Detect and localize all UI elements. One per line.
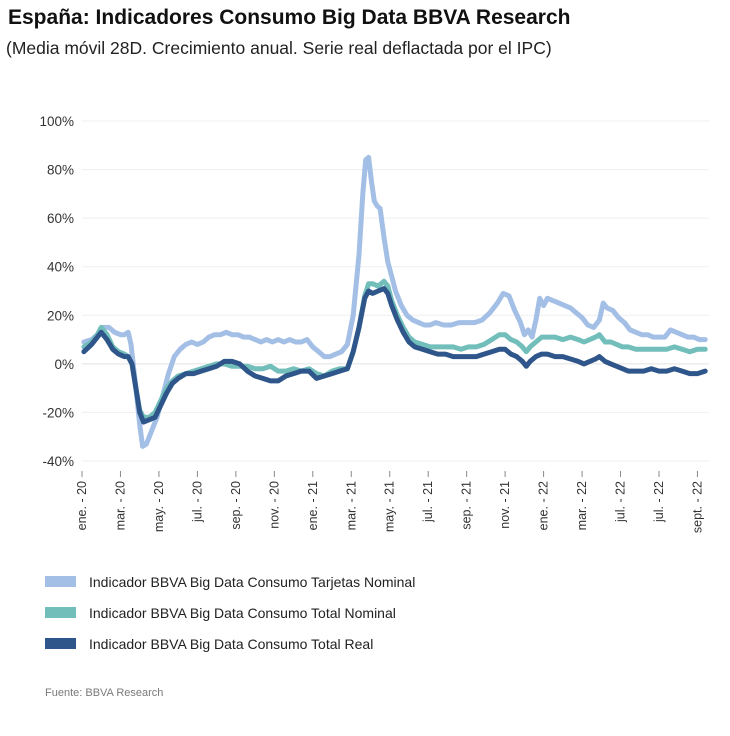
y-tick-label: 100% bbox=[39, 114, 74, 129]
x-tick-label: ene. - 22 bbox=[537, 481, 551, 530]
legend-swatch-total-nominal bbox=[45, 607, 76, 618]
chart-title: España: Indicadores Consumo Big Data BBV… bbox=[8, 6, 571, 29]
y-tick-label: 60% bbox=[47, 211, 74, 226]
x-tick-label: sept. - 22 bbox=[690, 481, 704, 533]
y-tick-label: 0% bbox=[54, 357, 74, 372]
x-tick-label: nov. - 21 bbox=[498, 481, 512, 529]
x-tick-label: jul. - 22 bbox=[652, 481, 666, 523]
x-tick-label: nov. - 20 bbox=[267, 481, 281, 529]
y-tick-label: 20% bbox=[47, 308, 74, 323]
y-tick-label: 40% bbox=[47, 260, 74, 275]
x-tick-label: jul. - 21 bbox=[421, 481, 435, 523]
series-line-1 bbox=[81, 278, 708, 420]
y-tick-label: -40% bbox=[42, 454, 74, 469]
legend-item: Indicador BBVA Big Data Consumo Tarjetas… bbox=[45, 566, 415, 597]
chart-legend: Indicador BBVA Big Data Consumo Tarjetas… bbox=[45, 566, 415, 659]
source-note: Fuente: BBVA Research bbox=[45, 687, 164, 699]
chart-subtitle: (Media móvil 28D. Crecimiento anual. Ser… bbox=[6, 38, 552, 58]
x-tick-label: jul. - 22 bbox=[614, 481, 628, 523]
x-tick-label: mar. - 20 bbox=[113, 481, 127, 530]
x-tick-label: may. - 20 bbox=[152, 481, 166, 532]
legend-swatch-tarjetas-nominal bbox=[45, 576, 76, 587]
x-tick-label: may. - 21 bbox=[383, 481, 397, 532]
series-line-0 bbox=[81, 154, 708, 449]
x-tick-label: ene. - 20 bbox=[75, 481, 89, 530]
legend-label: Indicador BBVA Big Data Consumo Total No… bbox=[89, 604, 396, 621]
y-tick-label: 80% bbox=[47, 163, 74, 178]
x-tick-label: sep. - 20 bbox=[229, 481, 243, 530]
legend-swatch-total-real bbox=[45, 638, 76, 649]
legend-item: Indicador BBVA Big Data Consumo Total Re… bbox=[45, 628, 415, 659]
x-tick-label: mar. - 21 bbox=[344, 481, 358, 530]
line-chart: -40% -20% 0% 20% 40% 60% 80% 100% ene. - 20 mar.… bbox=[39, 114, 709, 533]
legend-label: Indicador BBVA Big Data Consumo Tarjetas… bbox=[89, 573, 416, 590]
legend-item: Indicador BBVA Big Data Consumo Total No… bbox=[45, 597, 415, 628]
series-line-2 bbox=[81, 286, 708, 425]
legend-label: Indicador BBVA Big Data Consumo Total Re… bbox=[89, 635, 374, 652]
x-tick-label: jul. - 20 bbox=[190, 481, 204, 523]
x-tick-label: mar. - 22 bbox=[575, 481, 589, 530]
x-tick-label: sep. - 21 bbox=[460, 481, 474, 530]
x-tick-label: ene. - 21 bbox=[306, 481, 320, 530]
y-tick-label: -20% bbox=[42, 405, 74, 420]
